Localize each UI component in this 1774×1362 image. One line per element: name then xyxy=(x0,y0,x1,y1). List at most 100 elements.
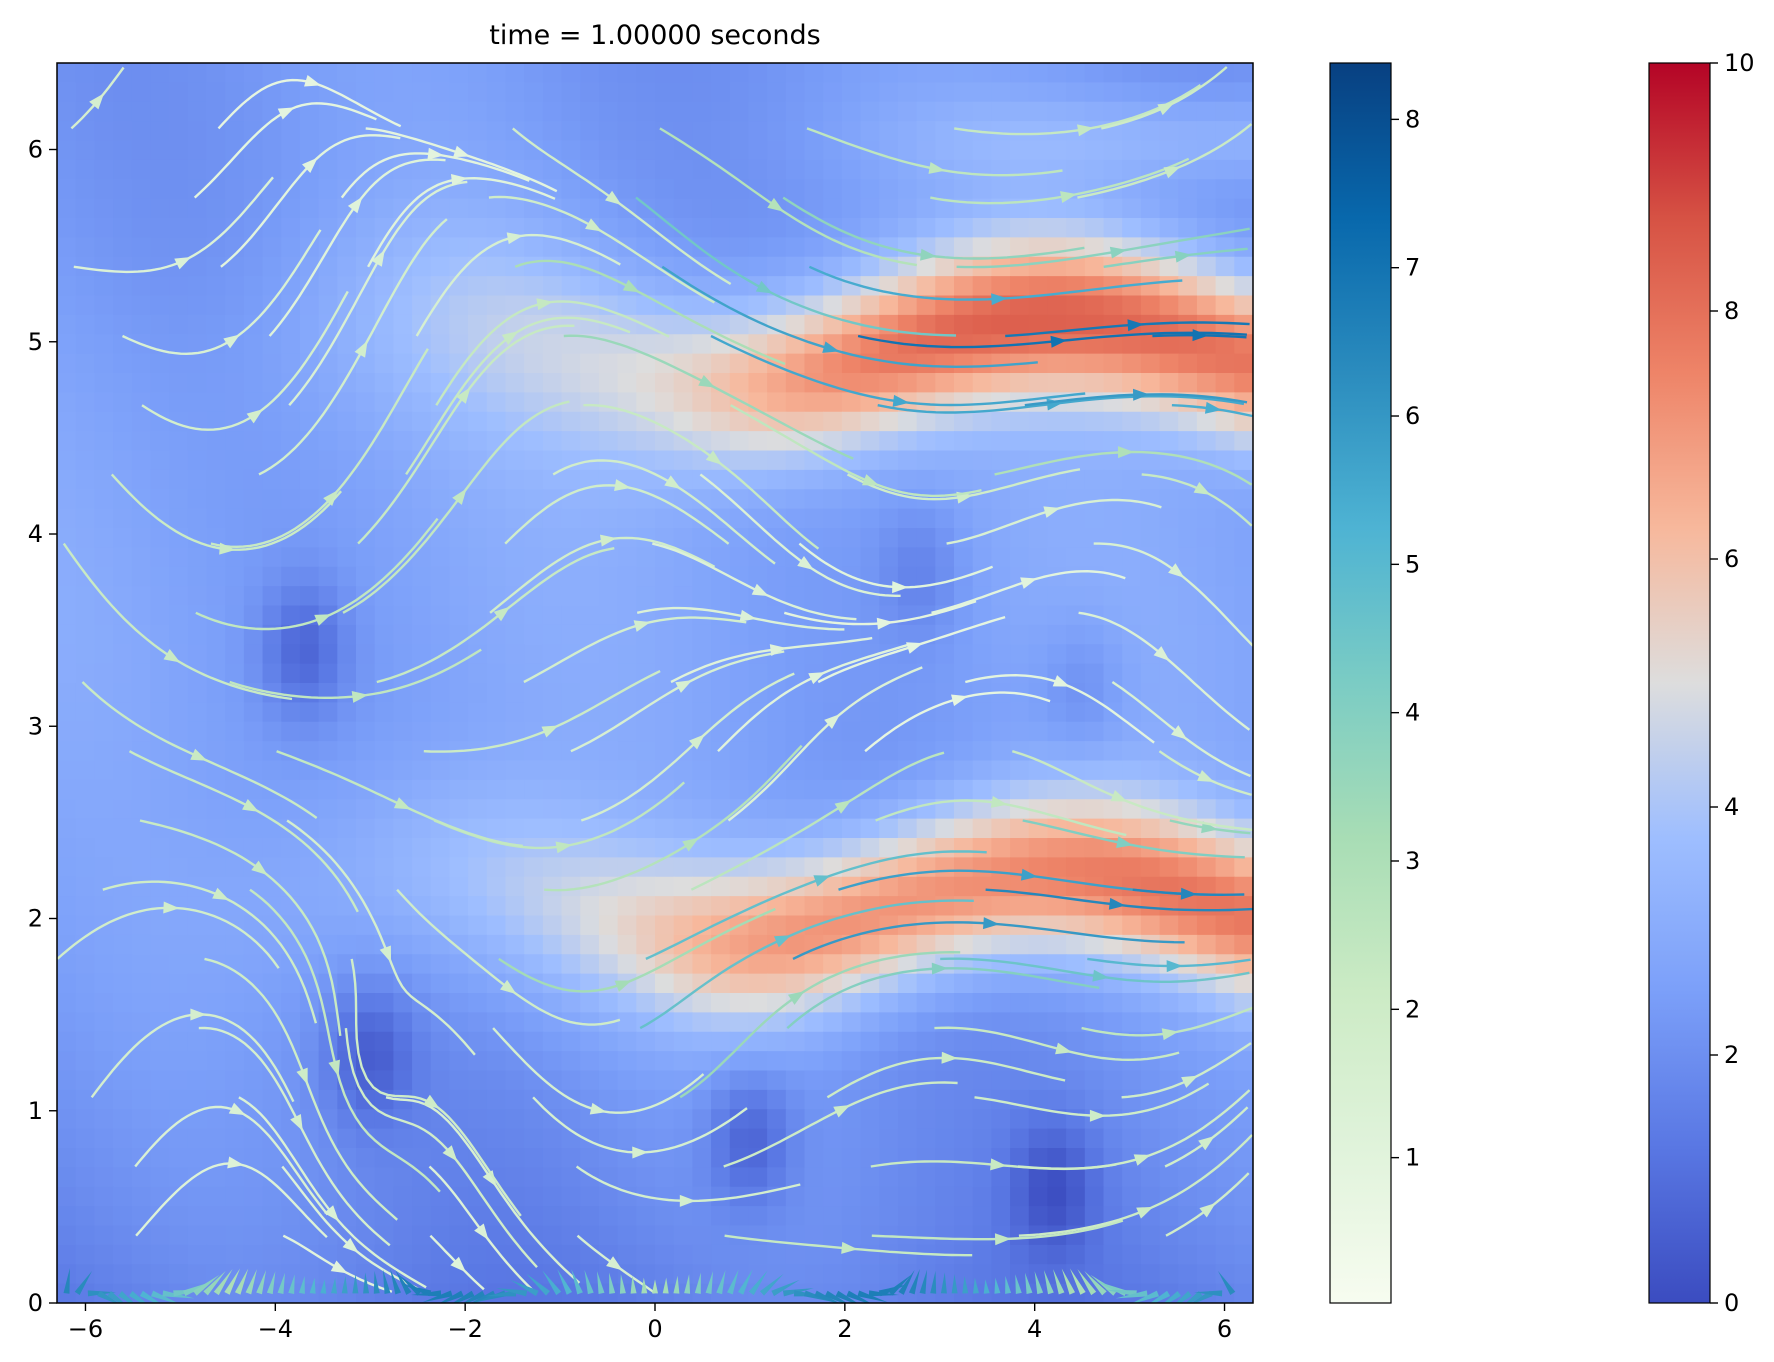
heatmap-cell xyxy=(94,857,114,878)
heatmap-cell xyxy=(823,353,843,374)
heatmap-cell xyxy=(94,993,114,1013)
heatmap-cell xyxy=(468,373,488,393)
heatmap-cell xyxy=(561,353,581,374)
heatmap-cell xyxy=(823,1225,843,1246)
heatmap-cell xyxy=(692,218,712,238)
heatmap-cell xyxy=(486,489,507,510)
heatmap-cell xyxy=(505,392,525,413)
heatmap-cell xyxy=(711,198,731,219)
heatmap-cell xyxy=(692,140,712,161)
heatmap-cell xyxy=(617,450,637,471)
heatmap-cell xyxy=(75,644,95,665)
heatmap-cell xyxy=(636,1089,656,1110)
heatmap-cell xyxy=(561,1206,581,1227)
heatmap-cell xyxy=(1028,838,1049,858)
heatmap-cell xyxy=(767,63,787,83)
heatmap-cell xyxy=(785,857,806,878)
heatmap-cell xyxy=(131,1128,152,1149)
heatmap-cell xyxy=(524,489,544,510)
heatmap-cell xyxy=(449,237,469,258)
heatmap-cell xyxy=(150,973,170,994)
heatmap-cell xyxy=(1196,63,1217,83)
quiver-arrow xyxy=(824,1290,855,1303)
heatmap-cell xyxy=(430,1186,451,1207)
heatmap-cell xyxy=(468,1089,488,1110)
heatmap-cell xyxy=(916,198,936,219)
heatmap-cell xyxy=(748,1264,768,1285)
streamline-arrow xyxy=(990,795,1008,808)
heatmap-cell xyxy=(1140,876,1161,897)
heatmap-cell xyxy=(468,1244,488,1265)
heatmap-cell xyxy=(1178,934,1198,955)
heatmap-cell xyxy=(1010,702,1030,723)
heatmap-cell xyxy=(692,721,712,742)
heatmap-cell xyxy=(729,993,750,1013)
heatmap-cell xyxy=(542,528,563,548)
heatmap-cell xyxy=(1196,1148,1217,1168)
heatmap-cell xyxy=(1047,760,1067,781)
heatmap-cell xyxy=(1047,779,1067,800)
heatmap-cell xyxy=(1047,934,1067,955)
quiver-arrow xyxy=(652,1279,658,1294)
heatmap-cell xyxy=(1159,276,1179,297)
heatmap-cell xyxy=(486,121,507,142)
heatmap-cell xyxy=(655,915,675,936)
heatmap-cell xyxy=(486,818,507,839)
heatmap-cell xyxy=(711,741,731,762)
heatmap-cell xyxy=(94,741,114,762)
heatmap-cell xyxy=(860,508,880,529)
heatmap-cell xyxy=(1047,683,1067,703)
heatmap-cell xyxy=(542,121,563,142)
heatmap-cell xyxy=(1159,741,1179,762)
heatmap-cell xyxy=(580,1070,600,1091)
heatmap-cell xyxy=(243,489,264,510)
heatmap-cell xyxy=(1084,1089,1105,1110)
heatmap-cell xyxy=(692,159,712,180)
heatmap-cell xyxy=(1047,896,1067,917)
heatmap-cell xyxy=(262,218,282,238)
heatmap-cell xyxy=(243,314,264,335)
heatmap-cell xyxy=(1047,644,1067,665)
heatmap-cell xyxy=(1010,82,1030,103)
heatmap-cell xyxy=(655,508,675,529)
heatmap-cell xyxy=(991,760,1011,781)
heatmap-cell xyxy=(897,1225,918,1246)
heatmap-cell xyxy=(972,624,992,645)
heatmap-cell xyxy=(1215,721,1235,742)
x-axis: −6 −4 −2 0 2 4 6 xyxy=(68,1303,1232,1343)
heatmap-cell xyxy=(337,1225,357,1246)
heatmap-cell xyxy=(131,353,152,374)
heatmap-cell xyxy=(598,198,619,219)
heatmap-cell xyxy=(617,101,637,122)
heatmap-cell xyxy=(785,663,806,684)
heatmap-cell xyxy=(711,1244,731,1265)
heatmap-cell xyxy=(299,741,320,762)
heatmap-cell xyxy=(991,489,1011,510)
heatmap-cell xyxy=(617,741,637,762)
heatmap-cell xyxy=(972,82,992,103)
heatmap-cell xyxy=(972,779,992,800)
heatmap-cell xyxy=(561,1186,581,1207)
heatmap-cell xyxy=(692,586,712,607)
heatmap-cell xyxy=(356,663,376,684)
heatmap-cell xyxy=(542,586,563,607)
heatmap-cell xyxy=(561,857,581,878)
heatmap-cell xyxy=(243,334,264,355)
heatmap-cell xyxy=(524,702,544,723)
heatmap-cell xyxy=(1010,179,1030,200)
heatmap-cell xyxy=(1047,63,1067,83)
heatmap-cell xyxy=(337,450,357,471)
heatmap-cell xyxy=(785,140,806,161)
heatmap-cell xyxy=(337,218,357,238)
quiver-arrow xyxy=(748,1270,768,1296)
heatmap-cell xyxy=(337,1051,357,1072)
heatmap-cell xyxy=(113,1128,133,1149)
heatmap-cell xyxy=(580,721,600,742)
heatmap-cell xyxy=(655,1031,675,1052)
heatmap-cell xyxy=(486,799,507,820)
quiver-arrow xyxy=(716,1269,726,1295)
heatmap-cell xyxy=(879,973,899,994)
y-tick-label: 1 xyxy=(28,1097,43,1125)
heatmap-cell xyxy=(131,431,152,452)
heatmap-cell xyxy=(879,198,899,219)
